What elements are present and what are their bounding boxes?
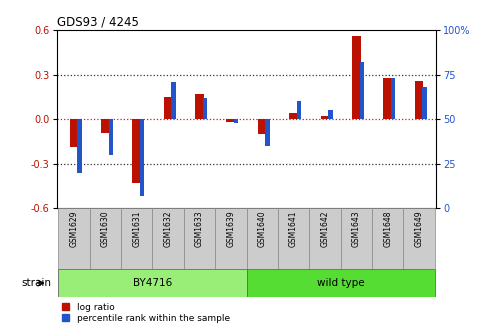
Legend: log ratio, percentile rank within the sample: log ratio, percentile rank within the sa… bbox=[61, 302, 231, 324]
Bar bbox=[203, 98, 207, 119]
Text: GSM1631: GSM1631 bbox=[132, 210, 141, 247]
FancyBboxPatch shape bbox=[121, 208, 152, 269]
Bar bbox=[101, 119, 110, 133]
FancyBboxPatch shape bbox=[372, 208, 403, 269]
Text: GSM1630: GSM1630 bbox=[101, 210, 110, 247]
Bar bbox=[226, 119, 235, 122]
Bar bbox=[391, 78, 395, 119]
Bar bbox=[289, 113, 298, 119]
Bar bbox=[383, 78, 392, 119]
FancyBboxPatch shape bbox=[278, 208, 309, 269]
Bar bbox=[297, 101, 301, 119]
FancyBboxPatch shape bbox=[309, 208, 341, 269]
Text: wild type: wild type bbox=[317, 278, 364, 288]
FancyBboxPatch shape bbox=[90, 208, 121, 269]
FancyBboxPatch shape bbox=[58, 269, 246, 297]
FancyBboxPatch shape bbox=[246, 208, 278, 269]
Text: GDS93 / 4245: GDS93 / 4245 bbox=[57, 15, 139, 29]
Text: GSM1629: GSM1629 bbox=[70, 210, 78, 247]
FancyBboxPatch shape bbox=[246, 269, 435, 297]
Bar bbox=[352, 36, 361, 119]
Bar bbox=[234, 119, 239, 123]
Text: GSM1640: GSM1640 bbox=[258, 210, 267, 247]
Text: GSM1641: GSM1641 bbox=[289, 210, 298, 247]
Bar bbox=[172, 82, 176, 119]
Bar bbox=[164, 97, 173, 119]
Text: GSM1639: GSM1639 bbox=[226, 210, 235, 247]
Bar bbox=[108, 119, 113, 155]
Text: GSM1632: GSM1632 bbox=[164, 210, 173, 247]
Bar bbox=[415, 81, 423, 119]
Bar bbox=[359, 62, 364, 119]
Bar bbox=[265, 119, 270, 146]
FancyBboxPatch shape bbox=[341, 208, 372, 269]
Bar bbox=[423, 87, 427, 119]
Text: GSM1642: GSM1642 bbox=[320, 210, 329, 247]
FancyBboxPatch shape bbox=[215, 208, 246, 269]
FancyBboxPatch shape bbox=[184, 208, 215, 269]
Text: GSM1633: GSM1633 bbox=[195, 210, 204, 247]
Bar bbox=[77, 119, 82, 173]
Text: strain: strain bbox=[22, 278, 52, 288]
Bar bbox=[140, 119, 144, 196]
Bar bbox=[132, 119, 141, 183]
FancyBboxPatch shape bbox=[58, 208, 90, 269]
Text: GSM1643: GSM1643 bbox=[352, 210, 361, 247]
Text: BY4716: BY4716 bbox=[133, 278, 172, 288]
Bar bbox=[328, 110, 333, 119]
Text: GSM1648: GSM1648 bbox=[383, 210, 392, 247]
FancyBboxPatch shape bbox=[403, 208, 435, 269]
Bar bbox=[258, 119, 267, 134]
Bar bbox=[320, 116, 329, 119]
Bar bbox=[195, 94, 204, 119]
Bar bbox=[70, 119, 78, 148]
Text: GSM1649: GSM1649 bbox=[415, 210, 423, 247]
FancyBboxPatch shape bbox=[152, 208, 184, 269]
